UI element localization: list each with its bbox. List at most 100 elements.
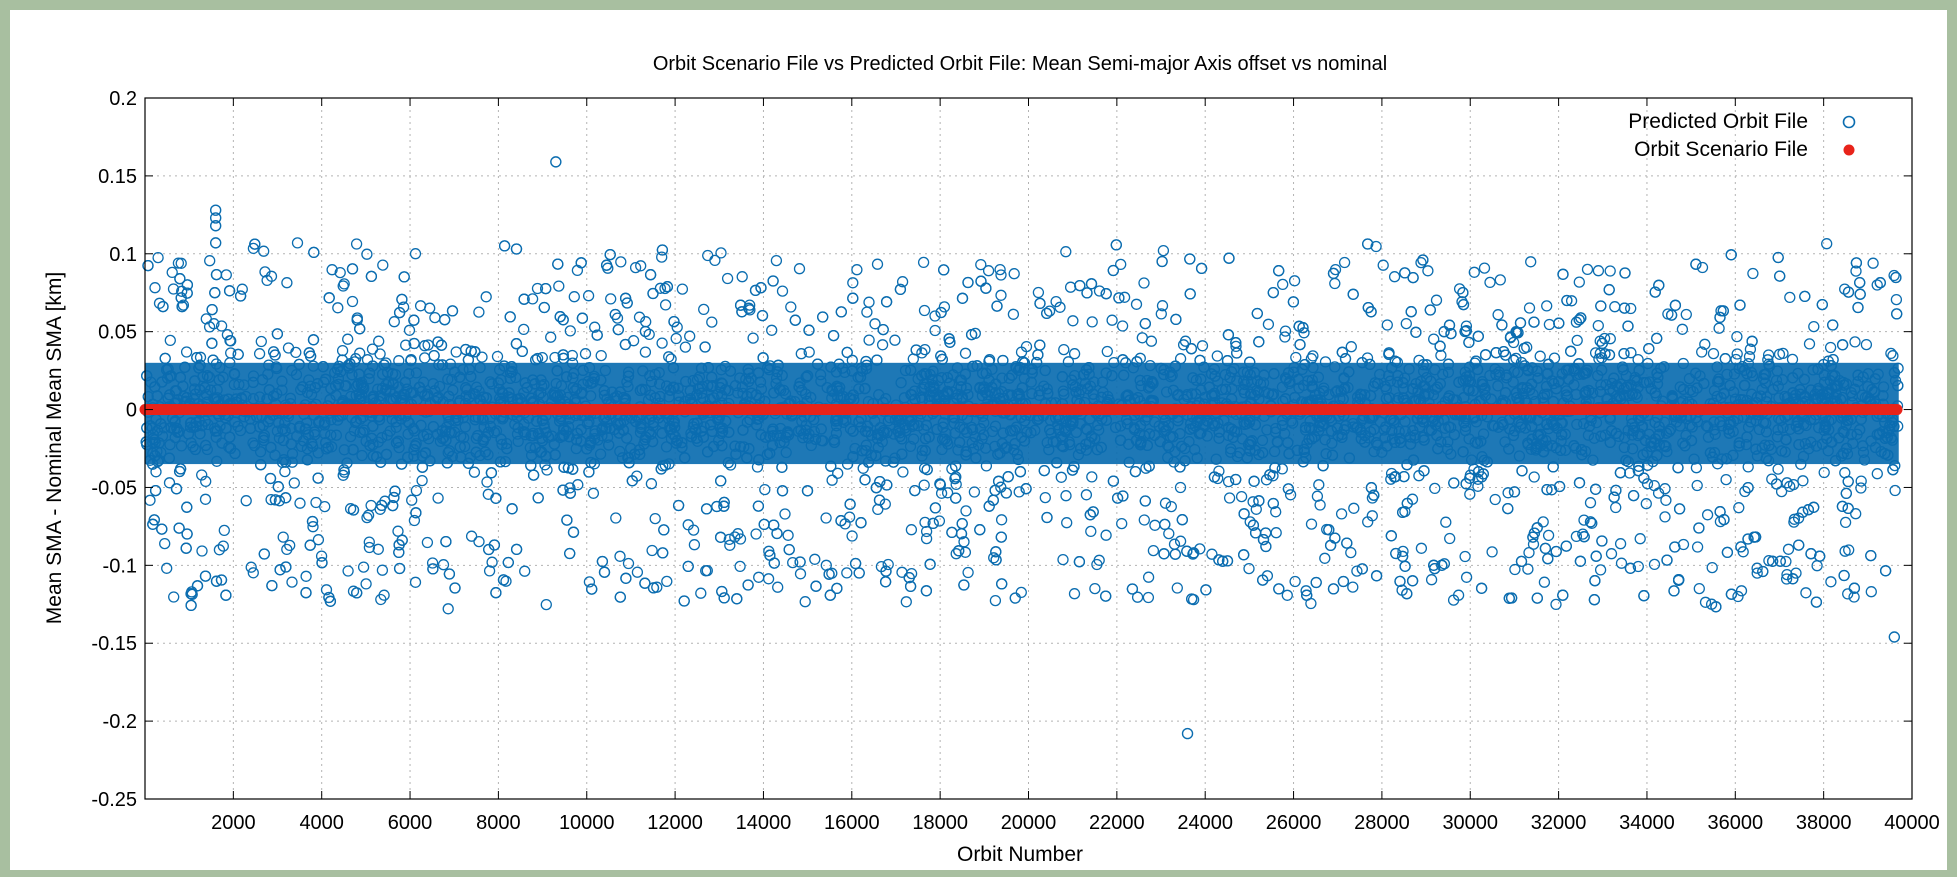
predicted-orbit-point	[1394, 575, 1406, 588]
predicted-orbit-point	[1742, 533, 1754, 545]
predicted-orbit-point	[527, 469, 540, 481]
predicted-orbit-point	[661, 281, 674, 293]
predicted-orbit-point	[1763, 554, 1775, 567]
predicted-orbit-point	[958, 579, 970, 591]
predicted-orbit-point	[629, 261, 642, 274]
predicted-orbit-point	[273, 495, 286, 507]
predicted-orbit-point	[575, 257, 587, 269]
predicted-orbit-point	[803, 346, 815, 358]
predicted-orbit-point	[1871, 279, 1883, 291]
predicted-orbit-point	[1206, 548, 1218, 560]
predicted-orbit-point	[749, 284, 762, 297]
predicted-orbit-point	[1428, 333, 1440, 345]
predicted-orbit-point	[347, 504, 360, 516]
predicted-orbit-point	[1534, 350, 1546, 362]
predicted-orbit-point	[159, 352, 171, 365]
predicted-orbit-point	[538, 301, 550, 314]
predicted-orbit-point	[1802, 504, 1815, 516]
predicted-orbit-point	[553, 280, 565, 292]
predicted-orbit-point	[995, 514, 1008, 526]
predicted-orbit-point	[421, 536, 434, 549]
predicted-orbit-point	[1337, 575, 1350, 588]
predicted-orbit-point	[1260, 540, 1272, 553]
predicted-orbit-point	[604, 248, 616, 261]
predicted-orbit-point	[1032, 286, 1045, 299]
predicted-orbit-point	[374, 348, 386, 360]
predicted-orbit-point	[265, 493, 277, 506]
predicted-orbit-point	[261, 274, 273, 287]
predicted-orbit-point	[1279, 331, 1291, 343]
predicted-orbit-point	[536, 351, 548, 364]
predicted-orbit-point	[350, 238, 363, 250]
predicted-orbit-point	[1262, 318, 1275, 330]
predicted-orbit-point	[879, 576, 892, 588]
predicted-orbit-point	[408, 337, 420, 350]
predicted-orbit-point	[450, 346, 462, 358]
predicted-orbit-point	[284, 539, 296, 552]
predicted-orbit-point	[1615, 557, 1628, 569]
predicted-orbit-point	[218, 524, 230, 537]
predicted-orbit-point	[1542, 553, 1554, 565]
predicted-orbit-point	[736, 306, 748, 318]
predicted-orbit-point	[1351, 565, 1363, 577]
predicted-orbit-point	[166, 266, 178, 279]
predicted-orbit-point	[918, 304, 931, 317]
predicted-orbit-point	[161, 562, 173, 574]
predicted-orbit-point	[221, 329, 234, 341]
predicted-orbit-point	[1100, 529, 1112, 541]
predicted-orbit-point	[1486, 546, 1498, 558]
predicted-orbit-point	[949, 472, 961, 485]
predicted-orbit-point	[980, 282, 992, 294]
predicted-orbit-point	[1341, 537, 1353, 549]
predicted-orbit-point	[1747, 267, 1759, 280]
predicted-orbit-point	[1418, 465, 1430, 477]
predicted-orbit-point	[1842, 588, 1854, 600]
predicted-orbit-point	[1043, 305, 1056, 317]
predicted-orbit-point	[929, 310, 941, 322]
predicted-orbit-point	[1701, 509, 1714, 521]
predicted-orbit-point	[724, 539, 736, 551]
predicted-orbit-point	[152, 251, 164, 264]
predicted-orbit-point	[1176, 514, 1188, 526]
predicted-orbit-point	[435, 339, 448, 351]
predicted-orbit-point	[794, 568, 807, 580]
predicted-orbit-point	[1492, 309, 1504, 321]
predicted-orbit-point	[863, 296, 875, 308]
predicted-orbit-point	[918, 479, 930, 491]
predicted-orbit-point	[304, 539, 316, 551]
predicted-orbit-point	[393, 546, 405, 559]
predicted-orbit-point	[557, 349, 569, 361]
predicted-orbit-point	[290, 346, 302, 359]
predicted-orbit-point	[1472, 330, 1484, 342]
predicted-orbit-point	[1257, 533, 1270, 546]
predicted-orbit-point	[1116, 517, 1128, 530]
predicted-orbit-point	[876, 339, 889, 351]
predicted-orbit-point	[410, 484, 423, 497]
predicted-orbit-point	[253, 348, 266, 360]
predicted-orbit-point	[1714, 311, 1726, 324]
predicted-orbit-point	[236, 283, 248, 295]
predicted-orbit-point	[614, 591, 626, 603]
predicted-orbit-point	[408, 314, 420, 326]
predicted-orbit-point	[1596, 535, 1608, 547]
predicted-orbit-point	[1235, 490, 1248, 503]
predicted-orbit-point	[847, 277, 859, 289]
predicted-orbit-point	[1887, 464, 1899, 476]
predicted-orbit-point	[1015, 586, 1027, 599]
predicted-orbit-point	[1799, 290, 1811, 303]
predicted-orbit-point	[1625, 347, 1637, 359]
predicted-orbit-point	[557, 314, 569, 326]
predicted-orbit-point	[731, 593, 743, 605]
predicted-orbit-point	[827, 329, 840, 342]
predicted-orbit-point	[1731, 330, 1743, 343]
predicted-orbit-point	[872, 503, 884, 516]
predicted-orbit-point	[168, 591, 180, 603]
predicted-orbit-point	[363, 541, 376, 554]
predicted-orbit-point	[1523, 302, 1536, 314]
predicted-orbit-point	[1267, 286, 1279, 299]
predicted-orbit-point	[1890, 293, 1903, 306]
predicted-orbit-point	[1472, 480, 1484, 492]
predicted-orbit-point	[300, 570, 312, 582]
predicted-orbit-point	[759, 483, 771, 496]
predicted-orbit-point	[920, 525, 933, 538]
